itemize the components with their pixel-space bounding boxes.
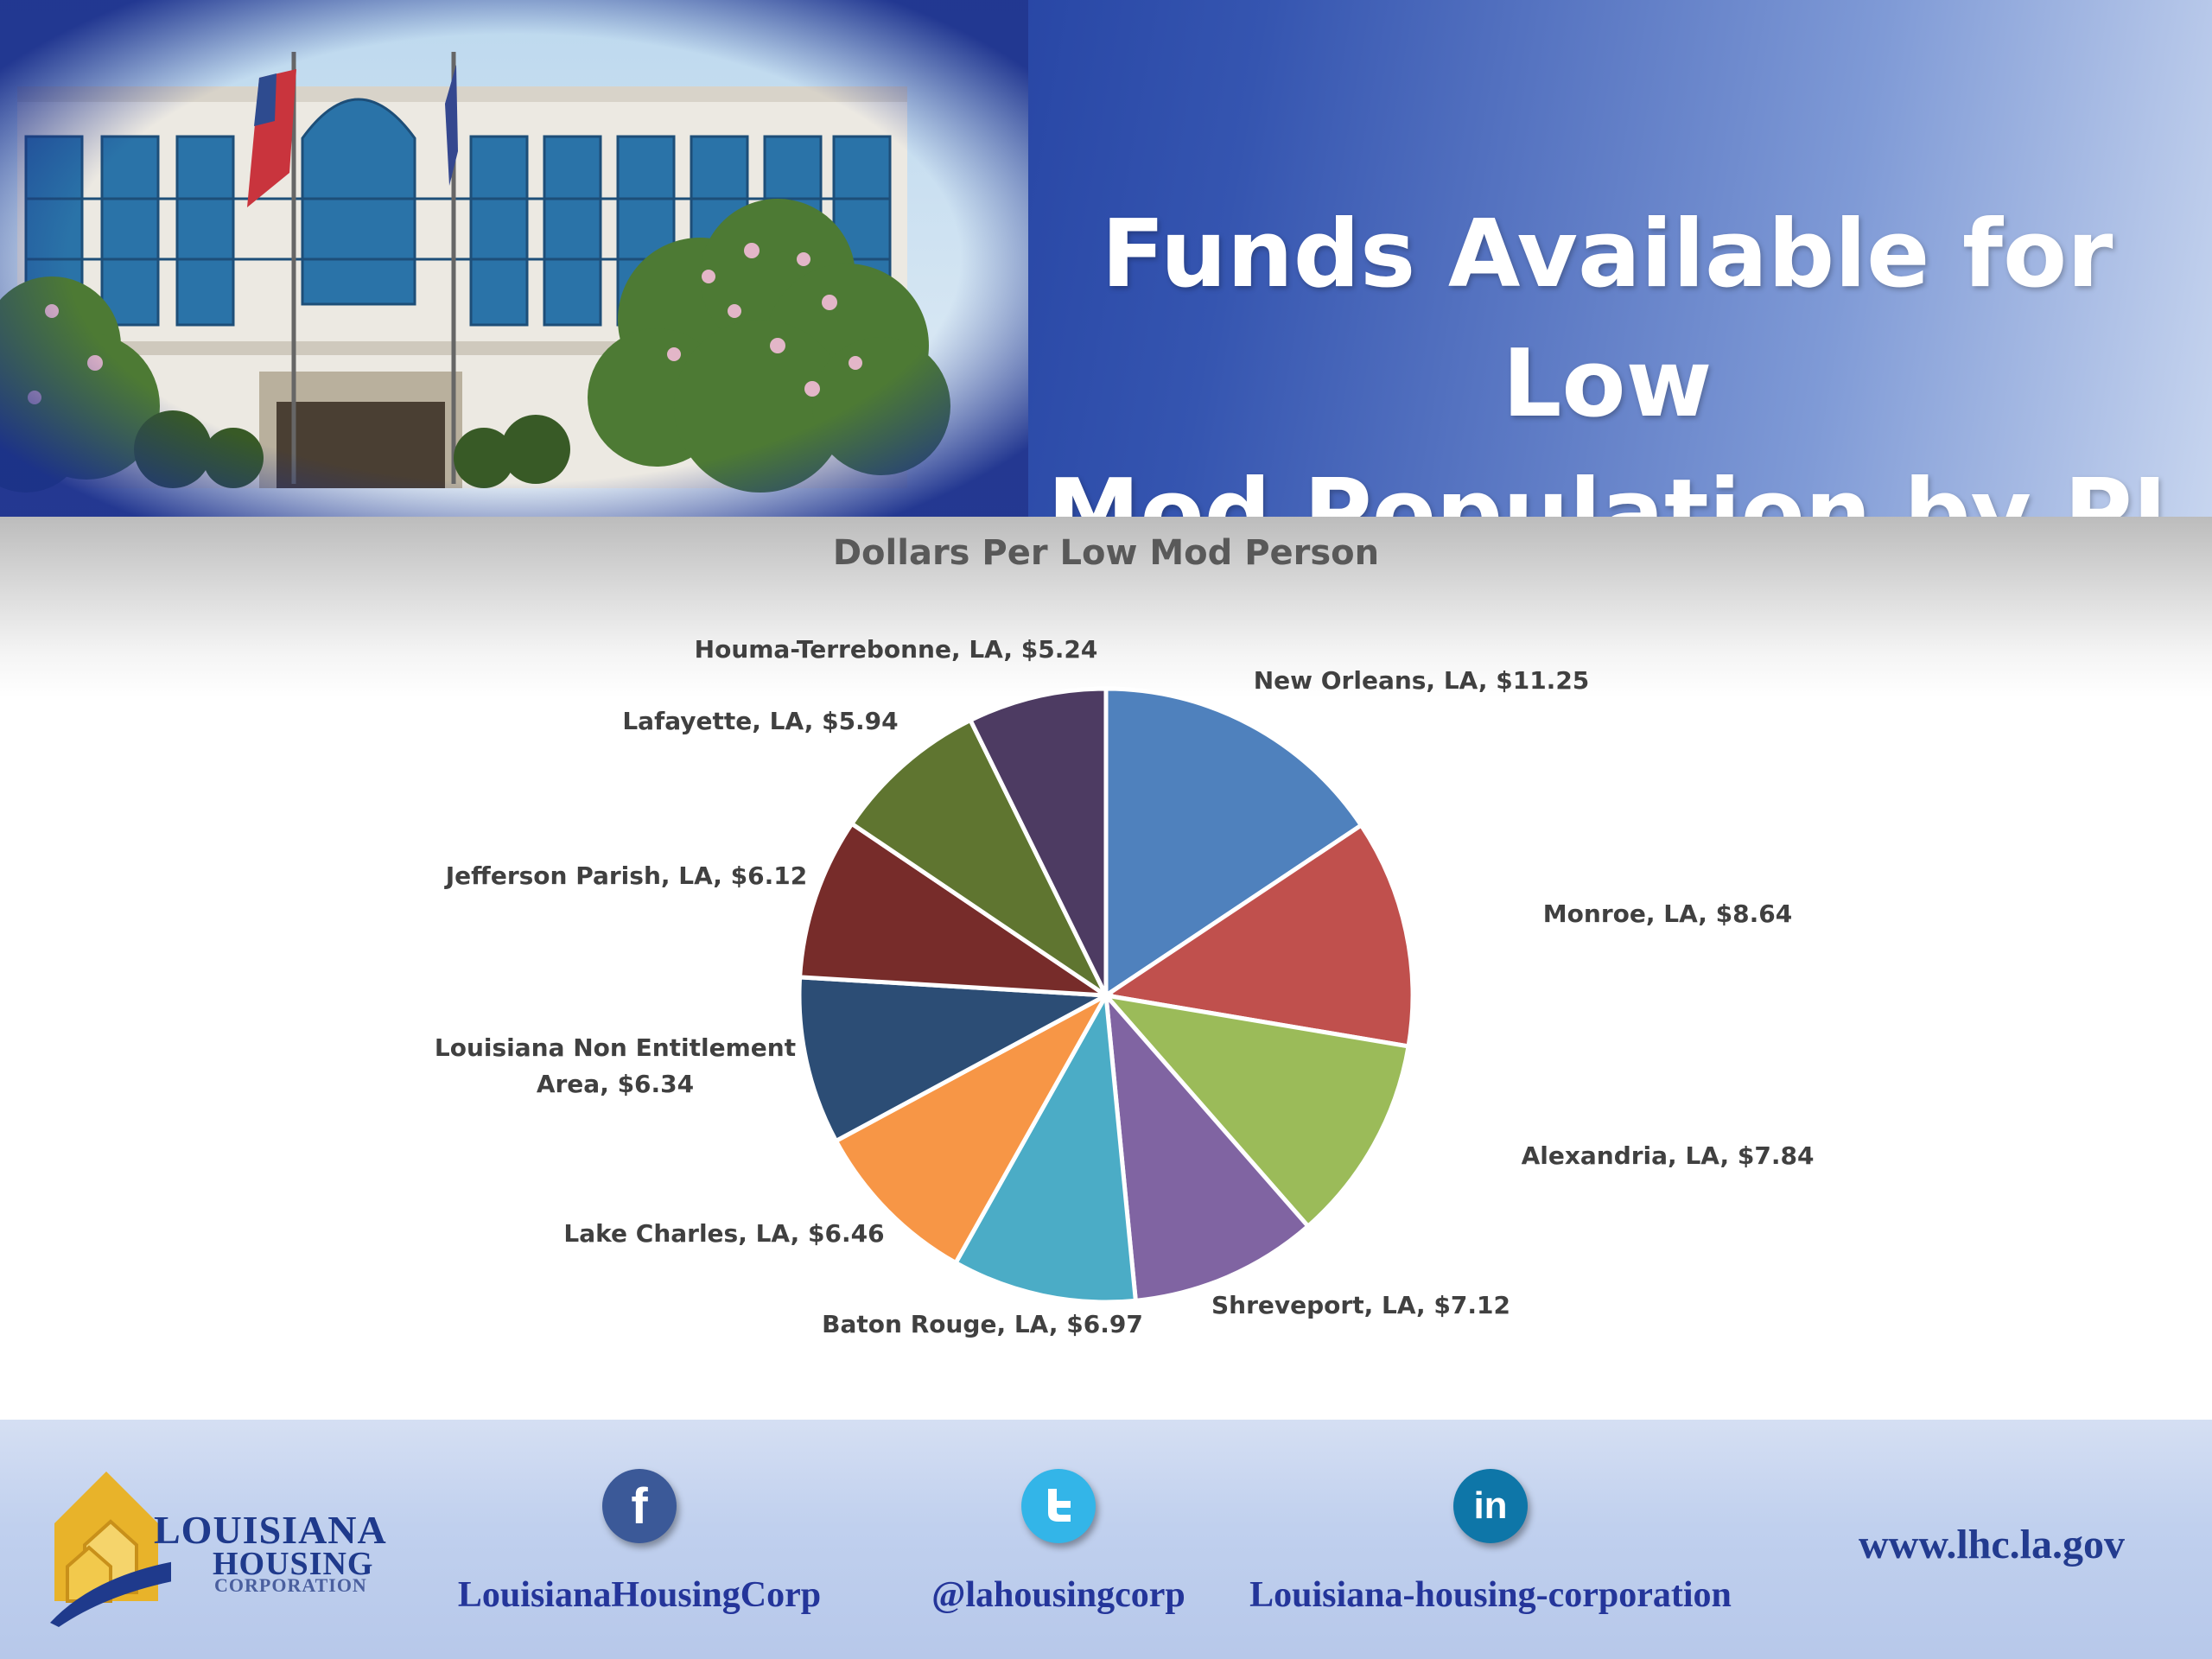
lhc-logo-icon <box>50 1471 171 1627</box>
logo-text-corporation: CORPORATION <box>214 1574 367 1596</box>
facebook-label[interactable]: LouisianaHousingCorp <box>457 1575 822 1615</box>
pie-slice-baton-rouge-la <box>952 988 1139 1305</box>
linkedin-label[interactable]: Louisiana-housing-corporation <box>1249 1575 1732 1615</box>
pie-slice-jefferson-parish-la <box>797 820 1114 999</box>
facebook-link[interactable]: f LouisianaHousingCorp <box>337 1469 942 1616</box>
slide-title-line1: Funds Available for Low <box>1101 200 2113 438</box>
data-label-alexandria-la: Alexandria, LA, $7.84 <box>1522 1141 1815 1170</box>
data-label-shreveport-la: Shreveport, LA, $7.12 <box>1211 1291 1510 1319</box>
slide-title-line2: Mod Population by PJ <box>1047 460 2167 517</box>
twitter-link[interactable]: @lahousingcorp <box>756 1469 1361 1616</box>
logo-text-housing: HOUSING <box>213 1546 374 1582</box>
pie-slice-monroe-la <box>1100 822 1415 1049</box>
facebook-icon[interactable]: f <box>602 1469 677 1543</box>
pie-slice-houma-terrebonne-la <box>967 686 1109 997</box>
chart-title: Dollars Per Low Mod Person <box>832 533 1380 573</box>
pie-slice-alexandria-la <box>1100 992 1411 1230</box>
pie-slice-louisiana-non-entitlement-area <box>797 975 1114 1144</box>
pie-slice-lafayette-la <box>849 717 1112 1002</box>
data-label-lake-charles-la: Lake Charles, LA, $6.46 <box>563 1219 884 1248</box>
footer <box>0 1420 2212 1659</box>
slide-title: Funds Available for Low Mod Population b… <box>1020 190 2195 517</box>
pie-data-labels: New Orleans, LA, $11.25 Monroe, LA, $8.64… <box>435 635 1815 1338</box>
header-banner: Funds Available for Low Mod Population b… <box>0 0 2212 517</box>
linkedin-icon[interactable]: in <box>1453 1469 1528 1543</box>
data-label-baton-rouge-la: Baton Rouge, LA, $6.97 <box>822 1310 1143 1338</box>
linkedin-link[interactable]: in Louisiana-housing-corporation <box>1188 1469 1793 1616</box>
logo-text-louisiana: LOUISIANA <box>154 1508 387 1552</box>
building-photo <box>0 0 1028 517</box>
data-label-new-orleans-la: New Orleans, LA, $11.25 <box>1254 666 1590 695</box>
data-label-lafayette-la: Lafayette, LA, $5.94 <box>622 707 898 735</box>
data-label-louisiana-non-entitlement-area: Louisiana Non Entitlement Area, $6.34 <box>435 1033 796 1098</box>
data-label-monroe-la: Monroe, LA, $8.64 <box>1543 899 1792 928</box>
data-label-jefferson-parish-la: Jefferson Parish, LA, $6.12 <box>444 861 808 890</box>
twitter-label[interactable]: @lahousingcorp <box>931 1575 1185 1615</box>
pie-chart: New Orleans, LA, $11.25 Monroe, LA, $8.64… <box>435 635 1815 1338</box>
website-link[interactable]: www.lhc.la.gov <box>1858 1522 2125 1567</box>
twitter-bird-icon[interactable] <box>1021 1469 1096 1543</box>
pie-slices <box>797 686 1415 1305</box>
pie-slice-shreveport-la <box>1103 988 1312 1304</box>
data-label-houma-terrebonne-la: Houma-Terrebonne, LA, $5.24 <box>695 635 1098 664</box>
pie-slice-new-orleans-la <box>1103 686 1364 1000</box>
pie-slice-lake-charles-la <box>833 989 1112 1266</box>
